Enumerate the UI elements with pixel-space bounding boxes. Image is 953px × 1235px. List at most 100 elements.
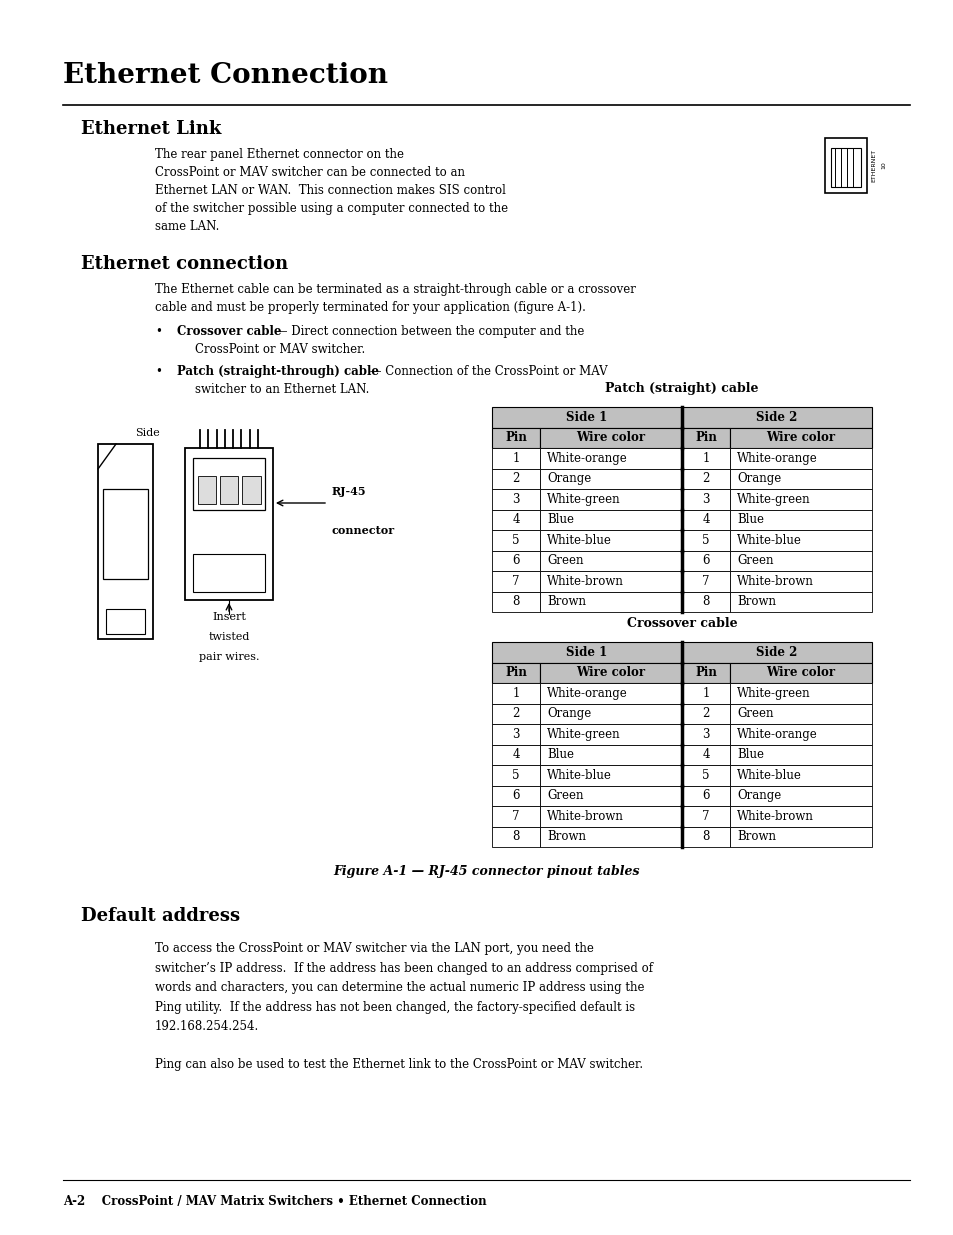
Text: White-green: White-green xyxy=(737,493,810,506)
Text: 5: 5 xyxy=(701,534,709,547)
Bar xyxy=(729,571,871,592)
Bar xyxy=(539,704,681,724)
Bar xyxy=(729,592,871,613)
Text: Pin: Pin xyxy=(504,666,526,679)
Bar xyxy=(539,489,681,510)
Text: White-green: White-green xyxy=(546,727,620,741)
Text: same LAN.: same LAN. xyxy=(154,220,219,233)
Text: White-brown: White-brown xyxy=(737,574,813,588)
Text: 2: 2 xyxy=(701,472,709,485)
Bar xyxy=(729,806,871,826)
Bar xyxy=(492,683,539,704)
Text: 10: 10 xyxy=(880,162,885,169)
Bar xyxy=(492,724,539,745)
Text: •: • xyxy=(154,325,162,338)
Text: 1: 1 xyxy=(512,452,519,464)
Text: — Direct connection between the computer and the: — Direct connection between the computer… xyxy=(272,325,583,338)
Text: 2: 2 xyxy=(512,708,519,720)
Bar xyxy=(492,745,539,764)
Text: 6: 6 xyxy=(701,555,709,567)
Bar xyxy=(220,475,237,504)
Bar xyxy=(729,468,871,489)
Bar xyxy=(681,826,729,847)
Text: Figure A-1 — RJ-45 connector pinout tables: Figure A-1 — RJ-45 connector pinout tabl… xyxy=(333,864,639,878)
Bar xyxy=(681,683,729,704)
Bar xyxy=(681,551,729,571)
Bar xyxy=(492,489,539,510)
Bar xyxy=(539,826,681,847)
Text: 3: 3 xyxy=(701,493,709,506)
Bar xyxy=(539,530,681,551)
Bar xyxy=(681,468,729,489)
Text: Insert: Insert xyxy=(212,613,246,622)
Text: Ethernet Connection: Ethernet Connection xyxy=(63,62,388,89)
Text: 7: 7 xyxy=(701,574,709,588)
Bar xyxy=(193,458,265,510)
Text: 7: 7 xyxy=(701,810,709,823)
Text: A-2    CrossPoint / MAV Matrix Switchers • Ethernet Connection: A-2 CrossPoint / MAV Matrix Switchers • … xyxy=(63,1195,486,1208)
Text: White-orange: White-orange xyxy=(737,452,817,464)
Text: Patch (straight-through) cable: Patch (straight-through) cable xyxy=(177,366,378,378)
Bar xyxy=(729,551,871,571)
Bar xyxy=(492,662,539,683)
Bar xyxy=(193,555,265,592)
Text: pair wires.: pair wires. xyxy=(198,652,259,662)
Text: Pin: Pin xyxy=(695,666,717,679)
Text: 6: 6 xyxy=(512,789,519,803)
Text: White-blue: White-blue xyxy=(737,534,801,547)
Bar xyxy=(492,551,539,571)
Text: Ethernet LAN or WAN.  This connection makes SIS control: Ethernet LAN or WAN. This connection mak… xyxy=(154,184,505,198)
Text: 2: 2 xyxy=(701,708,709,720)
Bar xyxy=(539,551,681,571)
Text: Default address: Default address xyxy=(81,906,240,925)
Text: Blue: Blue xyxy=(737,748,763,761)
Text: Orange: Orange xyxy=(546,708,591,720)
Bar xyxy=(185,448,273,600)
Bar xyxy=(681,745,729,764)
Text: 1: 1 xyxy=(512,687,519,700)
Text: 3: 3 xyxy=(512,727,519,741)
Text: Blue: Blue xyxy=(546,514,574,526)
Text: Green: Green xyxy=(737,555,773,567)
Text: Crossover cable: Crossover cable xyxy=(626,618,737,630)
Text: 3: 3 xyxy=(512,493,519,506)
Text: Orange: Orange xyxy=(737,789,781,803)
Bar xyxy=(681,571,729,592)
Bar xyxy=(492,427,539,448)
Bar xyxy=(103,489,148,579)
Bar xyxy=(197,475,215,504)
Text: Brown: Brown xyxy=(546,830,585,844)
Bar xyxy=(539,571,681,592)
Text: White-orange: White-orange xyxy=(737,727,817,741)
Text: 6: 6 xyxy=(701,789,709,803)
Bar xyxy=(681,806,729,826)
Bar xyxy=(539,745,681,764)
Text: 4: 4 xyxy=(701,748,709,761)
Text: cable and must be properly terminated for your application (figure A-1).: cable and must be properly terminated fo… xyxy=(154,301,585,314)
Text: Patch (straight) cable: Patch (straight) cable xyxy=(604,382,758,395)
Text: Side 1: Side 1 xyxy=(566,411,607,424)
Text: 5: 5 xyxy=(512,534,519,547)
Text: twisted: twisted xyxy=(208,632,250,642)
Text: 1: 1 xyxy=(701,452,709,464)
Text: Crossover cable: Crossover cable xyxy=(177,325,281,338)
Text: — Connection of the CrossPoint or MAV: — Connection of the CrossPoint or MAV xyxy=(366,366,607,378)
Text: CrossPoint or MAV switcher can be connected to an: CrossPoint or MAV switcher can be connec… xyxy=(154,165,464,179)
Text: White-orange: White-orange xyxy=(546,687,627,700)
Text: CrossPoint or MAV switcher.: CrossPoint or MAV switcher. xyxy=(194,343,365,356)
Text: Blue: Blue xyxy=(546,748,574,761)
Text: Green: Green xyxy=(737,708,773,720)
Text: Ping can also be used to test the Ethernet link to the CrossPoint or MAV switche: Ping can also be used to test the Ethern… xyxy=(154,1057,642,1071)
Bar xyxy=(830,148,861,186)
Bar xyxy=(492,592,539,613)
Text: Side 2: Side 2 xyxy=(756,646,797,658)
Bar xyxy=(729,785,871,806)
Bar xyxy=(539,448,681,468)
Text: Wire color: Wire color xyxy=(765,431,835,445)
Text: Wire color: Wire color xyxy=(576,431,645,445)
Bar xyxy=(729,745,871,764)
Text: of the switcher possible using a computer connected to the: of the switcher possible using a compute… xyxy=(154,203,508,215)
Bar xyxy=(729,764,871,785)
Bar xyxy=(681,427,729,448)
Bar xyxy=(539,662,681,683)
